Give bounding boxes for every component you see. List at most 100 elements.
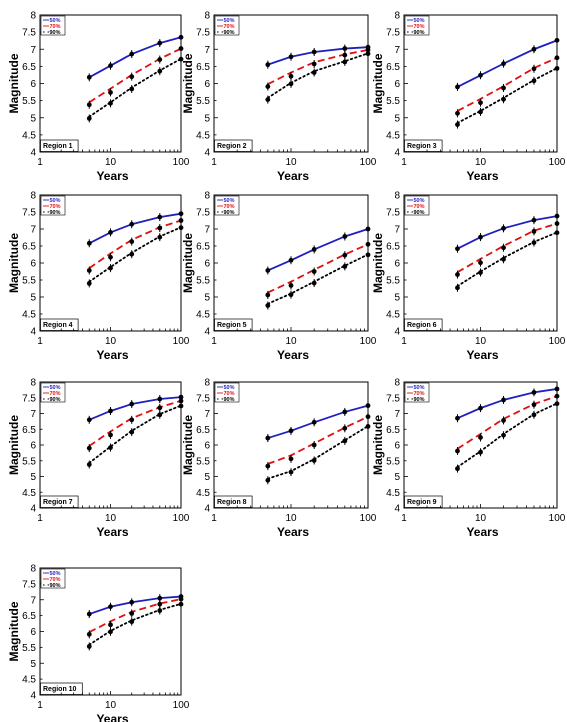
y-tick-label: 4 [204,327,210,338]
legend-entry: 70% [50,204,61,210]
y-tick-label: 7.5 [22,579,36,590]
region-label-box [40,682,83,695]
data-point [478,270,483,275]
data-point [478,435,483,440]
series-line [88,36,182,79]
data-point [129,599,135,605]
data-point [178,211,184,217]
y-tick-label: 4 [394,504,400,515]
x-tick-label: 100 [360,336,377,347]
data-point [531,402,537,408]
legend-entry: 50% [224,198,235,204]
y-tick-label: 6 [204,79,210,90]
data-point [365,424,371,429]
y-tick-label: 7.5 [386,393,400,404]
series-line [88,396,182,421]
data-point [501,432,506,438]
data-point [157,40,163,46]
series-90pct [86,223,184,288]
series-70pct [86,396,184,453]
data-point [108,90,113,95]
data-point [265,268,271,273]
series-line [267,46,369,66]
data-point [455,84,460,90]
data-point [531,217,537,223]
legend-entry: 70% [414,204,425,210]
data-point [365,226,371,232]
series-line [457,222,558,273]
y-tick-label: 5.5 [22,456,36,467]
series-90pct [455,399,560,473]
x-tick-label: 10 [105,513,117,524]
y-tick-label: 4.5 [196,488,210,499]
region-label-box [40,495,79,508]
legend: 50%70%90% [404,195,430,216]
data-point [342,52,348,58]
y-tick-label: 6.5 [22,611,36,622]
data-point [178,218,184,223]
y-tick-label: 6 [30,441,36,452]
data-point [455,285,460,291]
legend-entry: 90% [414,397,425,403]
y-axis-label: Magnitude [7,601,21,661]
data-point [531,389,537,395]
x-tick-label: 100 [173,336,190,347]
series-line [267,228,369,272]
data-point [157,68,163,74]
data-point [157,601,163,607]
data-point [478,405,483,411]
x-tick-label: 1 [211,157,217,168]
legend-entry: 90% [414,210,425,216]
series-line [88,404,182,464]
y-tick-label: 4 [30,327,36,338]
y-tick-label: 8 [204,378,210,389]
data-point [108,604,113,610]
x-tick-label: 1 [401,157,407,168]
series-90pct [86,600,184,651]
y-tick-label: 6 [394,441,400,452]
series-line [267,243,369,294]
legend: 50%70%90% [40,15,66,36]
x-axis-label: Years [466,169,498,183]
y-tick-label: 5.5 [386,276,400,287]
y-tick-label: 7 [394,45,400,56]
series-70pct [86,595,184,639]
legend-box [40,195,66,216]
data-point [311,419,317,425]
data-point [554,213,560,219]
y-tick-label: 8 [30,11,36,22]
legend-box [40,568,66,589]
series-50pct [455,36,560,91]
x-tick-label: 10 [475,513,487,524]
series-90pct [265,49,371,104]
legend-box [404,195,430,216]
data-point [129,611,135,616]
data-point [157,225,163,231]
data-point [86,644,92,649]
data-point [531,240,537,246]
data-point [108,265,113,271]
x-tick-label: 100 [173,513,190,524]
y-axis-label: Magnitude [371,415,385,475]
data-point [455,415,460,421]
legend-box [214,15,240,36]
y-tick-label: 7 [30,595,36,606]
region-label: Region 3 [407,143,437,150]
data-point [478,260,483,266]
panel-region-10: 4 4.5 5 5.5 6 6.5 7 7.5 8 1 10 100 Years Magnitude Reg… [7,564,190,722]
y-tick-label: 4 [204,148,210,159]
data-point [501,225,506,231]
data-point [455,448,460,454]
y-axis-label: Magnitude [181,233,195,293]
y-tick-label: 7 [30,45,36,56]
x-tick-label: 100 [549,513,566,524]
data-point [554,230,560,236]
legend-box [214,382,240,403]
series-line [88,57,182,118]
x-axis-label: Years [96,169,128,183]
data-point [129,86,135,92]
series-90pct [86,55,184,123]
legend: 50%70%90% [40,195,66,216]
legend-entry: 90% [50,30,61,36]
legend-box [404,382,430,403]
